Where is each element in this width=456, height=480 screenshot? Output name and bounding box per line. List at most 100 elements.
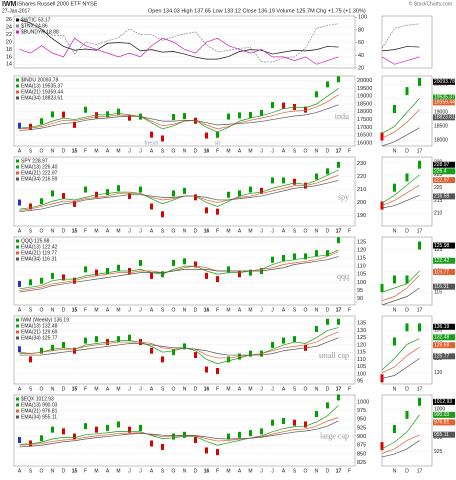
y-tick-label: 875 [357,443,366,449]
x-tick-label: S [161,228,165,234]
x-tick-label: D [62,307,66,313]
y-tick-label: 20000 [357,78,372,84]
x-tick-label: O [304,228,308,234]
legend-label: EMA(34) 125.77 [21,335,58,341]
price-bar [227,266,230,273]
x-tick-label: A [282,148,286,154]
price-bar [139,424,142,431]
price-bar [271,419,274,426]
last-value-label: 216.59 [434,194,450,200]
x-tick-label: M [226,307,230,313]
price-bar [150,131,153,138]
price-bar [117,264,120,271]
x-tick-label: D [326,148,330,154]
zoom-x-tick-label: D [405,307,409,313]
x-tick-label: F [216,228,219,234]
panel-label: spy [338,192,349,201]
price-bar [106,189,109,196]
series-line [19,249,339,290]
x-tick-label: J [139,148,142,154]
x-tick-label: 17 [336,386,342,392]
zoom-price-bar [393,183,396,192]
x-tick-label: O [40,468,44,474]
x-tick-label: D [194,148,198,154]
price-bar [205,366,208,373]
price-bar [337,237,340,244]
price-bar [238,431,241,438]
price-bar [216,131,219,138]
legend-label: IWM (Weekly) 136.19 [21,317,69,323]
zoom-y-tick-label: 950 [434,435,443,441]
x-tick-label: S [161,307,165,313]
zoom-series-line [381,184,420,206]
y-tick-label: 24 [6,25,12,31]
x-tick-label: S [293,468,297,474]
series-line [19,94,339,130]
zoom-x-tick-label: 17 [417,468,423,474]
legend-swatch [16,24,19,28]
price-bar [128,114,131,121]
plot-frame [13,315,356,385]
x-tick-label: 17 [336,148,342,154]
price-bar [337,394,340,401]
price-bar [29,123,32,130]
source: © StockCharts.com [409,0,452,7]
legend-swatch [16,18,19,22]
x-tick-label: N [315,307,319,313]
y-tick-label: 135 [357,321,366,327]
series-line [19,19,339,60]
price-bar [216,276,219,283]
zoom-series-line [381,56,420,65]
price-bar [40,118,43,125]
x-tick-label: D [194,228,198,234]
price-bar [183,258,186,265]
last-value-box [433,114,455,121]
zoom-series-line [381,287,420,306]
x-tick-label: N [51,307,55,313]
x-tick-label: A [150,148,154,154]
price-bar [84,186,87,193]
x-tick-label: S [161,468,165,474]
legend-swatch [16,177,19,181]
quote: Open 134.03 High 137.65 Low 133.12 Close… [148,8,366,14]
plot-frame [13,236,356,306]
price-bar [271,256,274,263]
y-tick-label: 115 [357,350,366,356]
x-tick-label: S [161,386,165,392]
x-tick-label: J [128,307,131,313]
price-bar [326,402,329,409]
last-value-box [433,419,455,426]
price-bar [18,437,21,444]
y-tick-label: 210 [357,187,366,193]
x-tick-label: A [106,386,110,392]
price-bar [183,343,186,350]
zoom-series-line [381,174,420,204]
plot-frame [13,75,356,147]
x-tick-label: J [271,148,274,154]
y-tick-label: 925 [357,425,366,431]
last-value-box [433,283,455,290]
price-bar [271,341,274,348]
y-tick-label: 18 [6,47,12,53]
price-bar [40,435,43,442]
last-value-label: 116.31 [434,284,449,290]
x-tick-label: 17 [336,307,342,313]
legend-label: $BUNDYR 18.88 [21,29,59,35]
x-tick-label: S [29,468,33,474]
y-tick-label: 16500 [357,133,372,139]
price-bar [18,199,21,206]
x-tick-label: N [183,148,187,154]
price-bar [161,135,164,142]
zoom-series-line [381,440,420,458]
legend-label: EMA(13) 990.03 [21,402,58,408]
last-value-label: 18823.61 [434,115,455,121]
x-tick-label: M [226,386,230,392]
x-tick-label: J [139,386,142,392]
x-tick-label: M [116,148,120,154]
zoom-price-bar [418,77,421,86]
legend-label: EMA(13) 19535.37 [21,83,63,89]
x-tick-label: A [238,307,242,313]
price-bar [73,433,76,440]
x-tick-label: N [51,468,55,474]
y-tick-label: 95 [357,379,363,385]
